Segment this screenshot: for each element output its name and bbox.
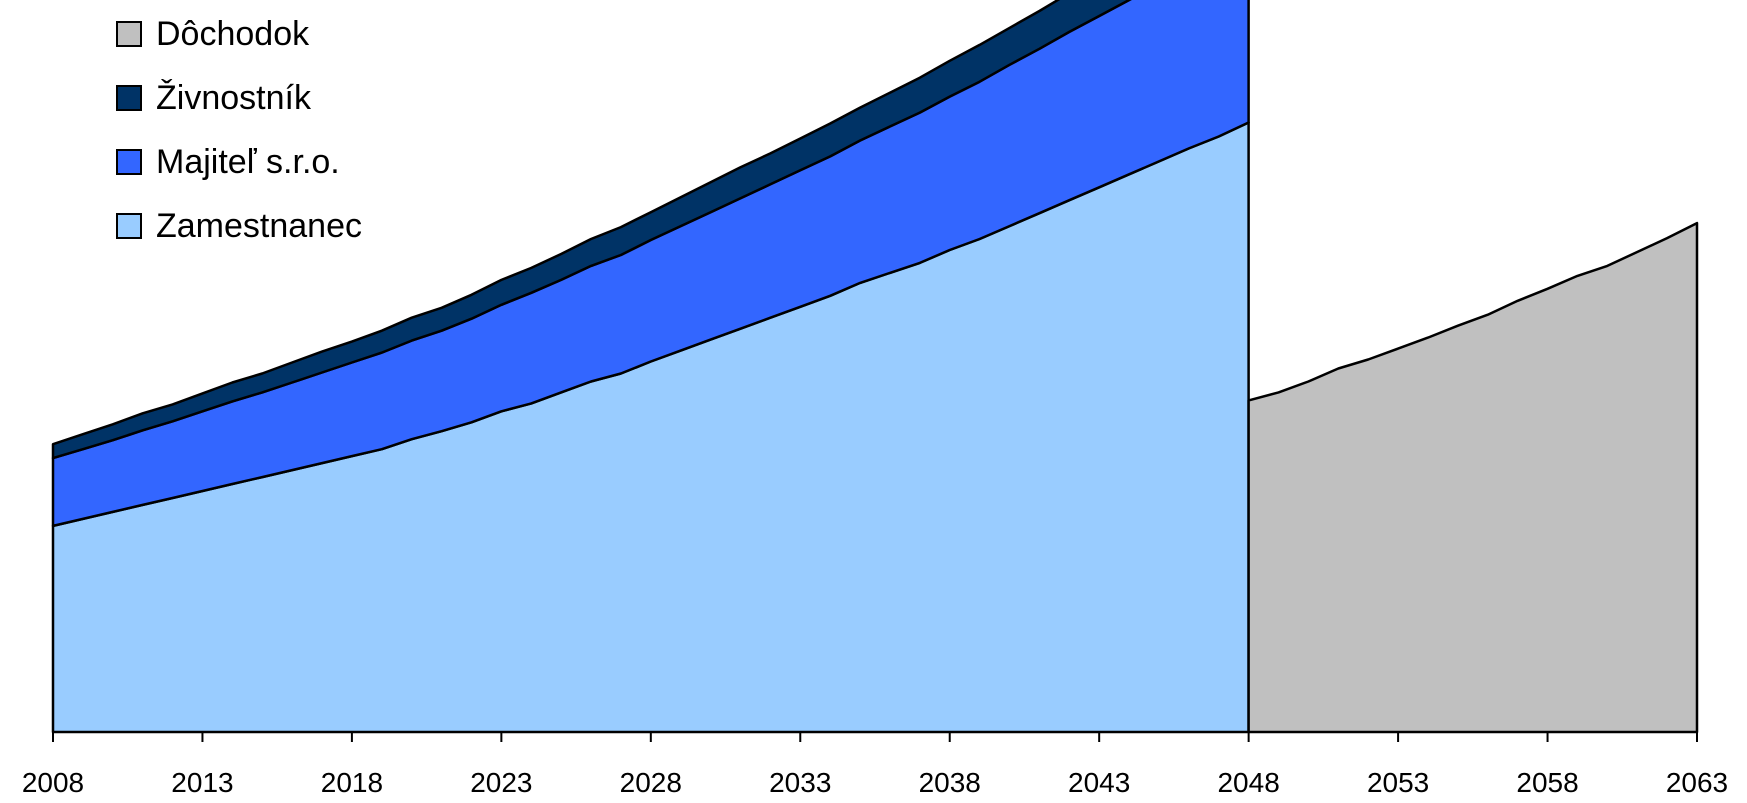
x-tick-label-2058: 2058 <box>1516 767 1578 798</box>
x-axis: 2008 2013 2018 2023 2028 2033 2038 2043 2048 2053… <box>22 731 1728 798</box>
area-zivnostnik <box>51 0 1132 460</box>
x-tick-label-2033: 2033 <box>769 767 831 798</box>
x-tick-label-2048: 2048 <box>1217 767 1279 798</box>
legend-label-dochodok: Dôchodok <box>156 15 310 53</box>
x-tick-label-2018: 2018 <box>321 767 383 798</box>
legend-swatch-dochodok <box>116 21 142 47</box>
legend: Dôchodok Živnostník Majiteľ s.r.o. Zamestna… <box>116 15 362 245</box>
x-tick-label-2028: 2028 <box>620 767 682 798</box>
x-tick-label-2053: 2053 <box>1367 767 1429 798</box>
x-tick-label-2008: 2008 <box>22 767 84 798</box>
x-tick-label-2043: 2043 <box>1068 767 1130 798</box>
legend-swatch-majitel-s-r-o <box>116 149 142 175</box>
legend-label-zamestnanec: Zamestnanec <box>156 207 362 245</box>
legend-label-majitel-s-r-o: Majiteľ s.r.o. <box>156 143 340 181</box>
legend-label-zivnostnik: Živnostník <box>156 79 312 117</box>
chart-areas <box>51 0 1699 734</box>
legend-swatch-zamestnanec <box>116 213 142 239</box>
area-dochodok <box>1247 221 1699 734</box>
x-tick-label-2023: 2023 <box>470 767 532 798</box>
x-tick-label-2063: 2063 <box>1666 767 1728 798</box>
legend-swatch-zivnostnik <box>116 85 142 111</box>
x-tick-label-2038: 2038 <box>919 767 981 798</box>
x-tick-label-2013: 2013 <box>171 767 233 798</box>
